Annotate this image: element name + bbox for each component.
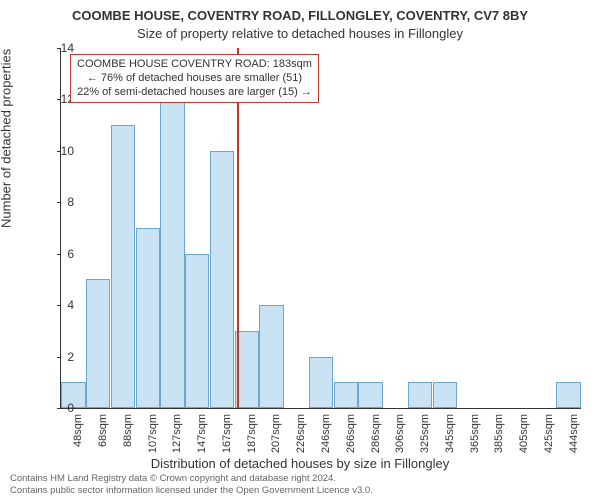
histogram-bar <box>408 382 432 408</box>
chart-title-main: COOMBE HOUSE, COVENTRY ROAD, FILLONGLEY,… <box>0 8 600 23</box>
histogram-bar <box>259 305 283 408</box>
y-tick-label: 6 <box>46 247 74 261</box>
footer-line-2: Contains public sector information licen… <box>10 485 590 496</box>
marker-annotation: COOMBE HOUSE COVENTRY ROAD: 183sqm← 76% … <box>70 54 319 103</box>
y-tick-label: 10 <box>46 144 74 158</box>
histogram-bar <box>136 228 160 408</box>
x-axis-label: Distribution of detached houses by size … <box>0 456 600 471</box>
y-axis-label: Number of detached properties <box>0 49 14 228</box>
annotation-line: ← 76% of detached houses are smaller (51… <box>77 72 312 86</box>
histogram-bar <box>556 382 580 408</box>
y-tick-label: 8 <box>46 195 74 209</box>
histogram-bar <box>160 99 184 408</box>
chart-container: COOMBE HOUSE, COVENTRY ROAD, FILLONGLEY,… <box>0 0 600 500</box>
histogram-bar <box>334 382 358 408</box>
footer-line-1: Contains HM Land Registry data © Crown c… <box>10 473 590 484</box>
annotation-line: COOMBE HOUSE COVENTRY ROAD: 183sqm <box>77 58 312 72</box>
y-tick-label: 14 <box>46 41 74 55</box>
histogram-bar <box>86 279 110 408</box>
histogram-bar <box>433 382 457 408</box>
y-tick-label: 0 <box>46 401 74 415</box>
y-tick-label: 4 <box>46 298 74 312</box>
histogram-bar <box>210 151 234 408</box>
histogram-bar <box>185 254 209 408</box>
chart-title-sub: Size of property relative to detached ho… <box>0 26 600 41</box>
histogram-bar <box>111 125 135 408</box>
annotation-line: 22% of semi-detached houses are larger (… <box>77 86 312 100</box>
y-tick-label: 2 <box>46 350 74 364</box>
histogram-bar <box>358 382 382 408</box>
histogram-bar <box>309 357 333 408</box>
footer-attribution: Contains HM Land Registry data © Crown c… <box>10 473 590 496</box>
